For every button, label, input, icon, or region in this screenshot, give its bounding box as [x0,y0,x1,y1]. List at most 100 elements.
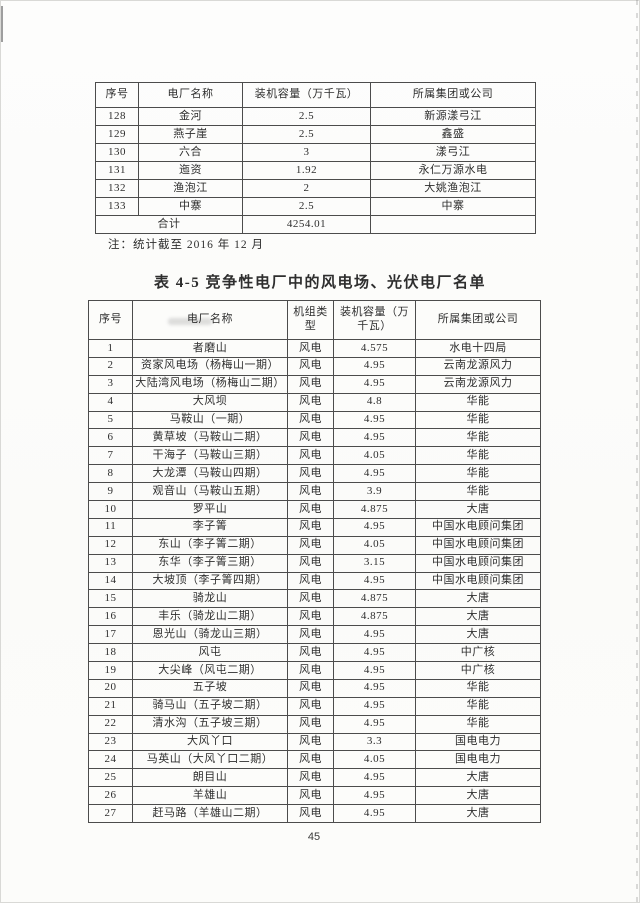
table-cell: 4.95 [333,410,416,430]
table-cell: 13 [88,553,133,573]
table-cell: 4.95 [333,804,416,824]
table-cell: 6 [88,428,133,448]
table-cell: 马鞍山（一期） [132,410,288,430]
table-row: 19 大尖峰（风屯二期） 风电 4.95 中广核 [88,661,541,680]
table-cell: 华能 [415,428,541,448]
table-cell: 华能 [415,446,541,466]
table-row: 130 六合 3 漾弓江 [95,143,536,162]
table-row: 22 清水沟（五子坡三期） 风电 4.95 华能 [88,714,541,734]
table-cell: 金河 [138,107,243,126]
column-header: 电厂名称 [138,82,243,108]
table-cell: 4.95 [333,356,416,376]
table-cell: 云南龙源风力 [415,356,541,376]
table-cell: 3.9 [333,482,416,502]
table-cell: 风电 [287,732,334,752]
table-cell: 4 [88,392,133,412]
table-cell: 风电 [287,428,334,448]
table-cell: 风电 [287,696,334,716]
table-cell: 干海子（马鞍山三期） [132,446,288,466]
table-cell: 大龙潭（马鞍山四期） [132,464,288,484]
table-row: 1 者磨山 风电 4.575 水电十四局 [88,339,541,358]
table-row: 16 丰乐（骑龙山二期） 风电 4.875 大唐 [88,607,541,627]
table-cell: 黄草坡（马鞍山二期） [132,428,288,448]
table-cell: 马英山（大风丫口二期） [132,750,288,770]
scan-binding-streak [636,0,638,903]
table-cell: 鑫盛 [370,125,536,144]
table-cell: 20 [88,678,133,698]
table-cell: 17 [88,625,133,645]
table-cell: 大姚渔泡江 [370,179,536,198]
table-cell: 131 [95,161,139,180]
table-cell: 风电 [287,553,334,573]
table-cell: 24 [88,750,133,770]
table-cell: 华能 [415,678,541,698]
table-cell: 风电 [287,750,334,770]
total-value-cell: 4254.01 [242,215,371,234]
table-cell: 3.3 [333,732,416,752]
table-cell: 国电电力 [415,750,541,770]
table-cell: 华能 [415,482,541,502]
hydro-table-total-row: 合计 4254.01 [95,215,536,234]
table-cell: 大风丫口 [132,732,288,752]
table-cell: 中广核 [415,643,541,663]
table-cell: 风电 [287,517,334,537]
table-cell: 4.95 [333,571,416,591]
table-row: 131 迤资 1.92 永仁万源水电 [95,161,536,180]
table-cell: 永仁万源水电 [370,161,536,180]
table-cell: 风电 [287,410,334,430]
table-cell: 风电 [287,535,334,555]
table-cell: 128 [95,107,139,126]
table-row: 6 黄草坡（马鞍山二期） 风电 4.95 华能 [88,428,541,448]
table-cell: 中寨 [370,197,536,216]
table-cell: 大唐 [415,500,541,519]
table-cell: 2 [242,179,371,198]
table-cell: 4.8 [333,392,416,412]
table-cell: 大陆湾风电场（杨梅山二期） [132,374,288,394]
table-cell: 风电 [287,482,334,502]
table-cell: 3 [88,374,133,394]
table-cell: 133 [95,197,139,216]
wind-table-body: 1 者磨山 风电 4.575 水电十四局 2 资家风电场（杨梅山一期） 风电 4.95 云南龙源风… [88,339,541,824]
table-cell: 大唐 [415,768,541,788]
table-cell: 中国水电顾问集团 [415,571,541,591]
table-cell: 中国水电顾问集团 [415,517,541,537]
table-cell: 4.95 [333,696,416,716]
table-cell: 2.5 [242,197,371,216]
table-cell: 4.95 [333,661,416,680]
table-cell: 风电 [287,339,334,358]
table-cell: 渔泡江 [138,179,243,198]
table-cell: 丰乐（骑龙山二期） [132,607,288,627]
column-header: 所属集团或公司 [415,300,541,340]
table-cell: 风电 [287,446,334,466]
table-cell: 4.95 [333,768,416,788]
table-cell: 15 [88,589,133,609]
table-row: 4 大风坝 风电 4.8 华能 [88,392,541,412]
table-row: 5 马鞍山（一期） 风电 4.95 华能 [88,410,541,430]
table-cell: 中国水电顾问集团 [415,535,541,555]
column-header: 装机容量（万千瓦） [242,82,371,108]
table-row: 128 金河 2.5 新源漾弓江 [95,107,536,126]
table-cell: 4.95 [333,678,416,698]
section-title: 表 4-5 竞争性电厂中的风电场、光伏电厂名单 [154,275,486,291]
table-cell: 7 [88,446,133,466]
table-cell: 大尖峰（风屯二期） [132,661,288,680]
table-cell: 华能 [415,410,541,430]
column-header: 装机容量（万千瓦） [333,300,416,340]
table-cell: 中寨 [138,197,243,216]
table-cell: 18 [88,643,133,663]
table-cell: 风电 [287,500,334,519]
table-cell: 4.05 [333,446,416,466]
table-cell: 风电 [287,374,334,394]
table-cell: 2.5 [242,125,371,144]
column-header: 序号 [95,82,139,108]
table-cell: 风电 [287,804,334,824]
table-cell: 2.5 [242,107,371,126]
table-cell: 25 [88,768,133,788]
column-header: 序号 [88,300,133,340]
table-cell: 14 [88,571,133,591]
table-cell: 风电 [287,714,334,734]
table-row: 17 恩光山（骑龙山三期） 风电 4.95 大唐 [88,625,541,645]
table-row: 20 五子坡 风电 4.95 华能 [88,678,541,698]
table-cell: 恩光山（骑龙山三期） [132,625,288,645]
table-cell: 130 [95,143,139,162]
